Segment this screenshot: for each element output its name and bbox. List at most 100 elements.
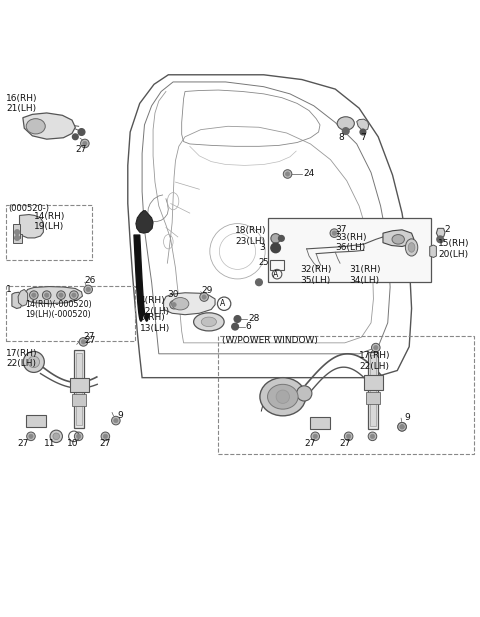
Text: 31(RH)
34(LH): 31(RH) 34(LH) — [349, 265, 381, 285]
Ellipse shape — [276, 390, 289, 404]
Circle shape — [78, 129, 85, 135]
Text: 3: 3 — [259, 244, 264, 252]
Text: 27: 27 — [17, 439, 28, 447]
Ellipse shape — [368, 432, 377, 441]
Text: 30: 30 — [168, 290, 179, 299]
Ellipse shape — [86, 288, 90, 292]
Ellipse shape — [103, 434, 108, 439]
Ellipse shape — [70, 291, 78, 299]
Text: 2: 2 — [444, 225, 450, 234]
Ellipse shape — [50, 430, 62, 442]
Polygon shape — [12, 292, 23, 308]
Text: 4(RH)
12(LH): 4(RH) 12(LH) — [140, 296, 170, 316]
Text: 25: 25 — [258, 258, 268, 267]
Polygon shape — [25, 286, 83, 304]
Ellipse shape — [297, 386, 312, 401]
Polygon shape — [20, 215, 43, 238]
Ellipse shape — [26, 118, 45, 134]
Ellipse shape — [313, 434, 317, 439]
Text: 28: 28 — [249, 313, 260, 323]
Ellipse shape — [398, 423, 407, 431]
Ellipse shape — [57, 291, 65, 299]
Ellipse shape — [311, 432, 320, 441]
Ellipse shape — [332, 231, 336, 235]
Bar — [270, 260, 284, 270]
Ellipse shape — [111, 416, 120, 425]
Ellipse shape — [400, 424, 404, 429]
Text: 37: 37 — [335, 225, 347, 234]
Bar — [6, 205, 92, 260]
Bar — [13, 234, 22, 242]
Circle shape — [232, 323, 239, 330]
Bar — [72, 394, 86, 406]
Bar — [6, 286, 135, 341]
Ellipse shape — [54, 434, 59, 439]
Ellipse shape — [283, 170, 292, 178]
Ellipse shape — [347, 434, 351, 439]
Ellipse shape — [30, 291, 38, 299]
Bar — [74, 350, 84, 428]
Bar — [364, 375, 383, 389]
Bar — [311, 416, 331, 429]
Ellipse shape — [81, 139, 89, 147]
Ellipse shape — [29, 434, 33, 439]
Bar — [76, 353, 82, 425]
Text: 7: 7 — [360, 133, 366, 143]
Text: 33(RH)
36(LH): 33(RH) 36(LH) — [335, 233, 367, 252]
Ellipse shape — [72, 293, 76, 297]
Ellipse shape — [398, 423, 407, 431]
Text: 10: 10 — [67, 439, 79, 447]
Ellipse shape — [59, 293, 63, 297]
Circle shape — [437, 236, 444, 242]
Text: 6: 6 — [246, 322, 252, 331]
Ellipse shape — [271, 234, 280, 243]
Text: 8: 8 — [338, 133, 344, 143]
Text: 14(RH)
19(LH): 14(RH) 19(LH) — [34, 212, 65, 231]
Text: 27: 27 — [84, 332, 95, 341]
Ellipse shape — [84, 285, 93, 294]
Ellipse shape — [83, 141, 87, 146]
Ellipse shape — [330, 229, 338, 238]
Ellipse shape — [201, 317, 216, 326]
Circle shape — [342, 128, 349, 135]
Text: 18(RH)
23(LH): 18(RH) 23(LH) — [235, 226, 266, 246]
Ellipse shape — [286, 172, 290, 176]
Circle shape — [278, 236, 284, 241]
Ellipse shape — [193, 313, 224, 331]
Bar — [218, 336, 474, 454]
Ellipse shape — [28, 356, 39, 368]
Text: 17(RH)
22(LH): 17(RH) 22(LH) — [359, 351, 391, 371]
Ellipse shape — [24, 352, 44, 373]
Circle shape — [72, 134, 78, 139]
Ellipse shape — [267, 384, 298, 409]
Text: A: A — [220, 299, 225, 308]
Text: 27: 27 — [76, 145, 87, 154]
Text: 26: 26 — [85, 276, 96, 285]
Bar — [70, 378, 89, 392]
Circle shape — [271, 243, 280, 253]
Ellipse shape — [81, 340, 85, 344]
Ellipse shape — [200, 292, 208, 301]
Ellipse shape — [400, 424, 404, 429]
Text: A: A — [273, 270, 278, 279]
Polygon shape — [430, 245, 436, 257]
Ellipse shape — [101, 432, 109, 441]
Text: 24: 24 — [303, 170, 314, 178]
Bar — [370, 355, 376, 426]
Circle shape — [360, 129, 366, 135]
Circle shape — [256, 279, 262, 286]
Ellipse shape — [408, 242, 415, 252]
Text: 32(RH)
35(LH): 32(RH) 35(LH) — [300, 265, 331, 285]
Ellipse shape — [260, 378, 306, 416]
Polygon shape — [164, 292, 215, 315]
Text: 1: 1 — [6, 285, 12, 294]
Text: 29: 29 — [202, 286, 213, 295]
Ellipse shape — [27, 432, 35, 441]
Ellipse shape — [53, 433, 60, 440]
Text: 16(RH)
21(LH): 16(RH) 21(LH) — [6, 94, 37, 113]
Text: 11: 11 — [44, 439, 56, 447]
Polygon shape — [23, 113, 75, 139]
Ellipse shape — [371, 434, 374, 439]
Ellipse shape — [74, 432, 83, 441]
Bar — [26, 415, 46, 427]
